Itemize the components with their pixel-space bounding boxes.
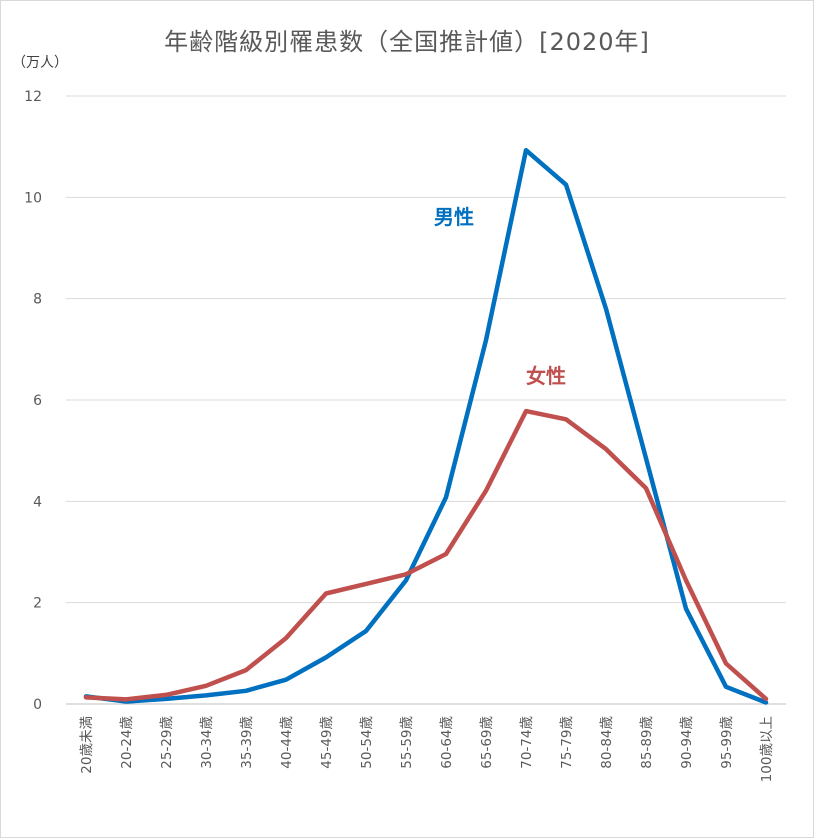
y-tick-label: 10 [24,190,42,206]
y-tick-label: 12 [24,89,42,105]
gridlines [66,95,786,705]
x-tick-label: 20-24歳 [119,716,135,769]
x-tick-label: 30-34歳 [199,716,215,769]
x-tick-label: 60-64歳 [439,716,455,769]
x-tick-label: 90-94歳 [679,716,695,769]
x-tick-label: 70-74歳 [519,716,535,769]
series-label-female: 女性 [526,364,566,388]
x-tick-label: 95-99歳 [719,716,735,769]
x-tick-label: 40-44歳 [279,716,295,769]
series-line-male [83,147,769,705]
y-tick-label: 4 [33,494,42,510]
series-label-male: 男性 [434,205,474,229]
y-axis-ticks: 0 2 4 6 8 10 12 [24,89,42,713]
y-tick-label: 6 [33,393,42,409]
x-tick-label: 25-29歳 [159,716,175,769]
x-tick-label: 100歳以上 [759,716,775,782]
series-line-female [83,408,769,702]
x-tick-label: 20歳未満 [79,716,95,774]
x-tick-label: 75-79歳 [559,716,575,769]
y-tick-label: 0 [33,697,42,713]
x-tick-label: 80-84歳 [599,716,615,769]
y-tick-label: 8 [33,292,42,308]
series-lines [83,147,769,705]
x-tick-label: 55-59歳 [399,716,415,769]
chart-title: 年齢階級別罹患数（全国推計値）[2020年] [164,28,650,56]
y-tick-label: 2 [33,596,42,612]
y-axis-unit-label: （万人） [12,55,68,71]
x-tick-label: 45-49歳 [319,716,335,769]
x-tick-label: 35-39歳 [239,716,255,769]
x-tick-label: 85-89歳 [639,716,655,769]
x-tick-label: 65-69歳 [479,716,495,769]
x-tick-label: 50-54歳 [359,716,375,769]
x-axis-ticks: 20歳未満 20-24歳 25-29歳 30-34歳 35-39歳 40-44歳 45-49… [79,716,775,783]
